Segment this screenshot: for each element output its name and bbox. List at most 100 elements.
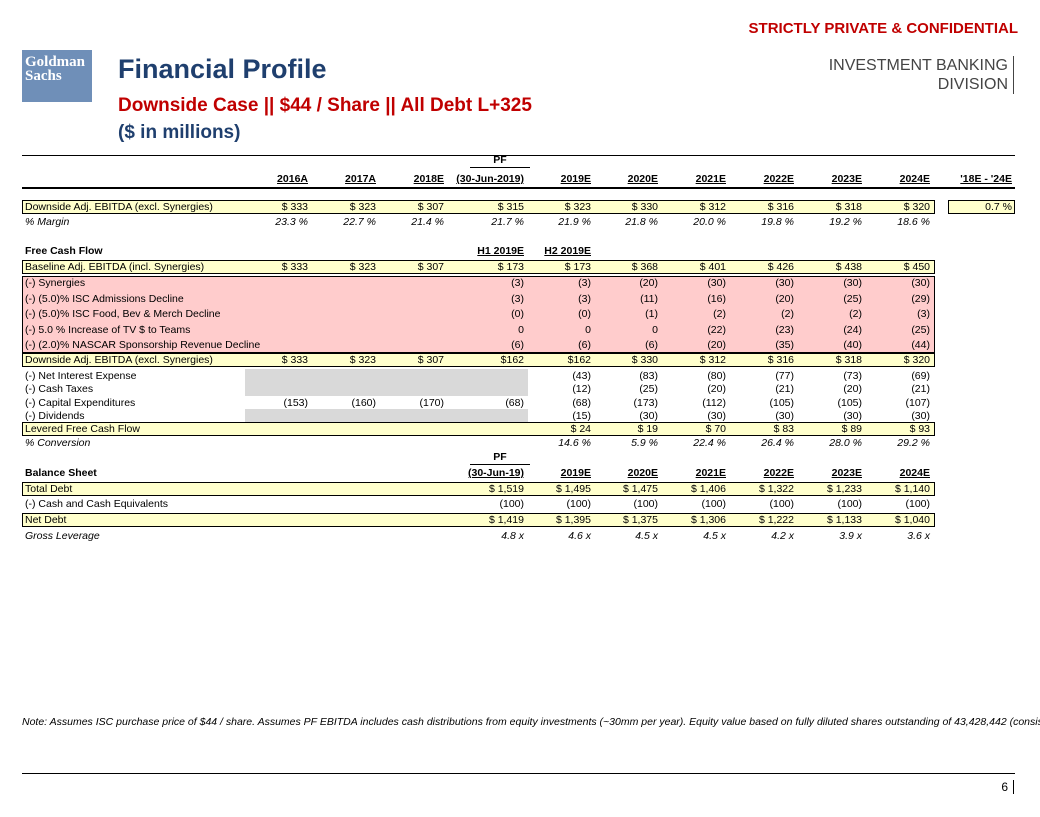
cell: $ 330 — [631, 201, 658, 213]
cell: $ 323 — [564, 201, 591, 213]
band — [22, 422, 935, 436]
header-cell: 2020E — [627, 467, 658, 479]
division-text: DIVISION — [937, 76, 1008, 93]
cell: (25) — [843, 293, 862, 305]
cell: 14.6 % — [558, 437, 591, 449]
cell: (107) — [905, 397, 930, 409]
cell: (22) — [707, 324, 726, 336]
header-cell: (30-Jun-2019) — [456, 173, 524, 185]
cell: $ 316 — [767, 201, 794, 213]
row-label: (-) Synergies — [25, 277, 86, 289]
logo-text: Sachs — [25, 68, 62, 84]
cell: 19.8 % — [761, 216, 794, 228]
cell: (25) — [911, 324, 930, 336]
cell: (3) — [511, 293, 524, 305]
cell: $ 1,395 — [555, 514, 591, 526]
cell: (20) — [775, 293, 794, 305]
cell: $ 89 — [841, 423, 862, 435]
header-cell: 2017A — [345, 173, 376, 185]
row-label: (-) Net Interest Expense — [25, 370, 137, 382]
cell: (100) — [769, 498, 794, 510]
header-cell: H1 2019E — [477, 245, 524, 257]
cell: $ 333 — [281, 354, 308, 366]
row-label: Levered Free Cash Flow — [25, 423, 140, 435]
cell: (6) — [645, 339, 658, 351]
cell: 29.2 % — [897, 437, 930, 449]
cell: (44) — [911, 339, 930, 351]
cell: (100) — [905, 498, 930, 510]
cell: (11) — [640, 293, 658, 305]
cell: (2) — [781, 308, 794, 320]
cell: (105) — [837, 397, 862, 409]
cell: (30) — [911, 410, 930, 422]
cell: (83) — [639, 370, 658, 382]
cell: $ 1,233 — [826, 483, 862, 495]
cell: $ 318 — [835, 354, 862, 366]
cell: $ 316 — [767, 354, 794, 366]
row-label: (-) Dividends — [25, 410, 85, 422]
cell: $ 323 — [349, 261, 376, 273]
cell: (100) — [499, 498, 524, 510]
header-cell: H2 2019E — [544, 245, 591, 257]
units: ($ in millions) — [118, 122, 241, 143]
note: Note: Assumes ISC purchase price of $44 … — [22, 716, 1040, 728]
header-cell: 2022E — [763, 467, 794, 479]
cell: (12) — [572, 383, 591, 395]
cell: 4.6 x — [568, 530, 591, 542]
gray-box — [245, 409, 528, 422]
cell: (23) — [775, 324, 794, 336]
cell: 0.7 % — [985, 201, 1012, 213]
band — [22, 260, 935, 274]
cell: 23.3 % — [275, 216, 308, 228]
row-label: (-) 5.0 % Increase of TV $ to Teams — [25, 324, 191, 336]
cell: $ 173 — [564, 261, 591, 273]
row-label: % Margin — [25, 216, 70, 228]
cell: $ 19 — [637, 423, 658, 435]
rule — [22, 155, 1015, 156]
row-label: (-) Capital Expenditures — [25, 397, 136, 409]
cell: $ 83 — [773, 423, 794, 435]
cell: (20) — [707, 339, 726, 351]
cell: (15) — [572, 410, 591, 422]
cell: (30) — [639, 410, 658, 422]
header-cell: PF — [470, 450, 530, 465]
cell: 4.5 x — [703, 530, 726, 542]
cell: (100) — [837, 498, 862, 510]
cell: (173) — [633, 397, 658, 409]
cell: $ 1,322 — [758, 483, 794, 495]
cell: 21.7 % — [491, 216, 524, 228]
cell: $ 450 — [903, 261, 930, 273]
cell: (21) — [911, 383, 930, 395]
cell: $ 93 — [909, 423, 930, 435]
band — [948, 200, 1015, 214]
cell: (3) — [578, 293, 591, 305]
rule — [22, 773, 1015, 774]
row-label: % Conversion — [25, 437, 91, 449]
cell: $ 1,140 — [894, 483, 930, 495]
cell: (35) — [775, 339, 794, 351]
cell: $ 312 — [699, 354, 726, 366]
row-label: Total Debt — [25, 483, 73, 495]
cell: (112) — [702, 397, 726, 409]
cell: (153) — [283, 397, 308, 409]
cell: $ 1,495 — [555, 483, 591, 495]
page-number: 6 — [1001, 780, 1014, 794]
cell: (6) — [578, 339, 591, 351]
cell: $ 1,406 — [690, 483, 726, 495]
cell: 18.6 % — [897, 216, 930, 228]
header-cell: 2024E — [899, 467, 930, 479]
header-cell: 2020E — [627, 173, 658, 185]
header-cell: 2021E — [695, 173, 726, 185]
row-label: (-) (2.0)% NASCAR Sponsorship Revenue De… — [25, 339, 261, 351]
logo: Goldman Sachs — [22, 50, 92, 102]
row-label: (-) (5.0)% ISC Admissions Decline — [25, 293, 184, 305]
cell: (68) — [505, 397, 524, 409]
cell: $ 307 — [417, 354, 444, 366]
row-label: Gross Leverage — [25, 530, 100, 542]
cell: 22.7 % — [343, 216, 376, 228]
header-cell: 2019E — [560, 173, 591, 185]
cell: 22.4 % — [693, 437, 726, 449]
cell: $ 24 — [570, 423, 591, 435]
cell: $ 1,375 — [622, 514, 658, 526]
